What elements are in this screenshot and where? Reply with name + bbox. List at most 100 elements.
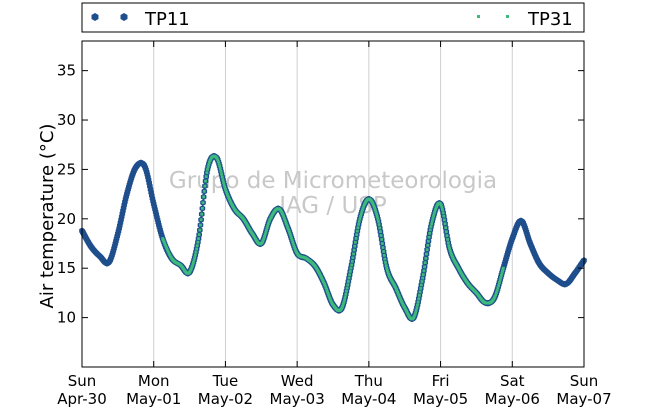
tp31-trace-point xyxy=(456,265,460,269)
tp31-trace-point xyxy=(501,269,504,273)
tp31-trace-point xyxy=(428,231,432,235)
x-tick-label-date: May-07 xyxy=(556,390,611,408)
tp31-trace-point xyxy=(379,234,383,237)
watermark-line-1: Grupo de Micrometeorologia xyxy=(169,168,497,194)
tp31-trace-point xyxy=(323,284,327,288)
tp31-data-point xyxy=(206,168,209,171)
tp31-trace-point xyxy=(450,253,453,256)
tp31-trace-point xyxy=(164,244,168,248)
tp31-trace-point xyxy=(375,212,378,216)
tp31-data-point xyxy=(448,247,451,250)
legend-marker-tp11-1 xyxy=(91,13,99,21)
tp31-trace-point xyxy=(345,286,349,290)
tp31-trace-point xyxy=(396,292,400,296)
tp31-trace-point xyxy=(199,223,202,227)
tp31-data-point xyxy=(349,266,353,270)
x-tick-label-day: Tue xyxy=(212,372,239,390)
legend-marker-tp31-1 xyxy=(477,15,480,18)
tp31-trace-point xyxy=(205,171,209,175)
tp31-data-point xyxy=(224,187,227,191)
tp31-trace-point xyxy=(395,289,399,293)
tp31-trace-point xyxy=(289,234,293,238)
tp31-trace-point xyxy=(195,247,199,251)
legend-marker-tp31-2 xyxy=(506,15,509,18)
tp31-trace-point xyxy=(393,285,397,289)
tp31-trace-point xyxy=(328,296,332,300)
tp31-trace-point xyxy=(227,196,231,199)
tp31-trace-point xyxy=(262,237,266,240)
tp31-trace-point xyxy=(427,239,430,243)
x-tick-label-date: May-05 xyxy=(413,390,468,408)
tp31-trace-point xyxy=(384,261,387,264)
tp31-trace-point xyxy=(415,306,419,310)
tp31-data-point xyxy=(385,266,389,270)
tp31-trace-point xyxy=(498,278,502,282)
tp31-trace-point xyxy=(169,255,173,259)
tp31-trace-point xyxy=(430,219,434,223)
x-tick-label-day: Mon xyxy=(138,372,170,390)
tp31-trace-point xyxy=(165,248,169,252)
legend-entry-tp11: TP11 xyxy=(91,9,190,30)
tp31-trace-point xyxy=(225,192,229,196)
x-tick-label-date: May-06 xyxy=(485,390,540,408)
tp31-trace-point xyxy=(396,290,400,294)
x-tick-label-date: May-01 xyxy=(126,390,181,408)
tp31-trace-point xyxy=(162,240,166,244)
tp31-trace-point xyxy=(326,291,330,295)
tp31-trace-point xyxy=(427,235,431,239)
tp31-trace-point xyxy=(241,216,245,220)
x-tick-label-day: Sun xyxy=(570,372,599,390)
tp31-trace-point xyxy=(282,216,286,220)
tp31-trace-point xyxy=(362,204,366,208)
tp31-data-point xyxy=(358,217,362,221)
tp31-trace-point xyxy=(375,215,379,218)
tp31-trace-point xyxy=(378,226,382,230)
tp31-trace-point xyxy=(380,242,384,245)
tp31-trace-point xyxy=(387,274,391,278)
tp31-trace-point xyxy=(293,246,296,250)
tp31-trace-point xyxy=(446,238,450,241)
tp31-trace-point xyxy=(371,201,375,205)
tp31-trace-point xyxy=(416,300,420,304)
tp31-trace-point xyxy=(350,263,353,267)
tp31-trace-point xyxy=(222,181,225,184)
x-tick-label-date: May-03 xyxy=(270,390,325,408)
tp31-trace-point xyxy=(193,253,197,257)
tp31-trace-point xyxy=(268,218,272,222)
tp31-trace-point xyxy=(355,229,359,233)
tp31-trace-point xyxy=(226,194,230,198)
tp31-trace-point xyxy=(325,289,329,293)
tp31-trace-point xyxy=(195,244,199,247)
tp31-trace-point xyxy=(494,293,498,297)
tp31-trace-point xyxy=(286,225,289,229)
tp31-trace-point xyxy=(214,155,218,159)
tp31-trace-point xyxy=(357,220,361,223)
tp31-trace-point xyxy=(424,256,428,260)
tp31-trace-point xyxy=(500,271,504,275)
tp31-trace-point xyxy=(362,203,366,207)
tp31-trace-point xyxy=(465,280,469,284)
tp31-trace-point xyxy=(265,228,268,232)
tp31-trace-point xyxy=(492,297,496,301)
tp31-trace-point xyxy=(264,231,268,234)
tp31-trace-point xyxy=(380,238,384,241)
tp31-trace-point xyxy=(382,250,385,253)
tp31-trace-point xyxy=(350,260,354,263)
tp31-trace-point xyxy=(412,314,416,318)
tp31-trace-point xyxy=(345,289,348,293)
tp31-trace-point xyxy=(422,269,426,273)
tp31-trace-point xyxy=(425,252,428,256)
legend-box xyxy=(81,2,585,33)
tp31-trace-point xyxy=(190,265,194,268)
tp31-trace-point xyxy=(344,292,348,296)
tp31-trace-point xyxy=(431,217,435,220)
tp31-trace-point xyxy=(202,189,206,193)
tp31-trace-point xyxy=(232,206,236,210)
x-tick-label-day: Sat xyxy=(500,372,525,390)
tp31-trace-point xyxy=(378,230,382,234)
y-tick-label: 30 xyxy=(57,111,76,129)
tp31-trace-point xyxy=(372,204,376,208)
tp31-trace-point xyxy=(443,218,446,222)
y-tick-label: 35 xyxy=(57,62,76,80)
tp31-trace-point xyxy=(438,201,442,205)
